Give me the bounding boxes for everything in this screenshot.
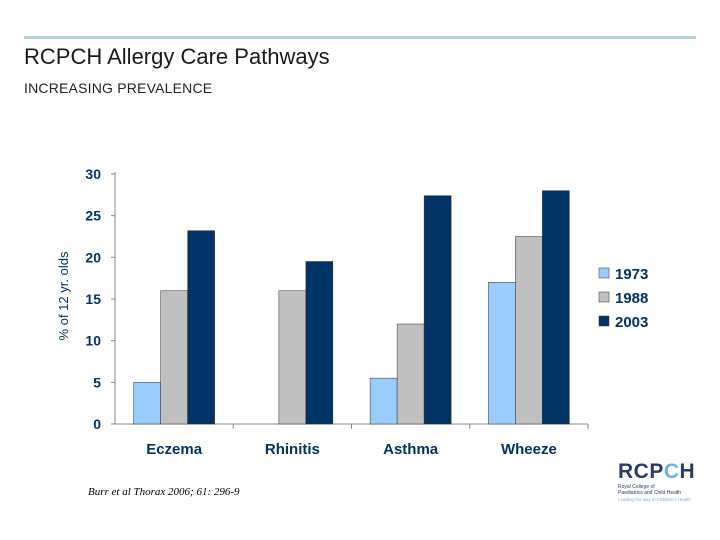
- bar-asthma-1988: [396, 323, 425, 425]
- legend-label-2003: 2003: [615, 314, 648, 331]
- logo-line2: Paediatrics and Child Health: [618, 490, 682, 496]
- y-tick-label: 25: [85, 208, 101, 224]
- citation: Burr et al Thorax 2006; 61: 296-9: [88, 486, 240, 498]
- legend-label-1988: 1988: [615, 290, 648, 307]
- bar-eczema-1973: [133, 382, 161, 425]
- bar-rhinitis-1988: [278, 290, 307, 425]
- logo-wordmark: RCPCH: [618, 460, 696, 483]
- bar-eczema-1988: [160, 290, 188, 425]
- x-tick-label: Asthma: [383, 441, 439, 458]
- legend-swatch-2003: [598, 315, 610, 327]
- bar-wheeze-1988: [515, 236, 543, 425]
- legend-label-1973: 1973: [615, 266, 648, 283]
- bar-eczema-2003: [187, 230, 215, 425]
- y-tick-label: 20: [85, 249, 101, 265]
- y-tick-label: 30: [85, 166, 101, 182]
- page-subtitle: INCREASING PREVALENCE: [24, 80, 213, 96]
- bar-wheeze-2003: [542, 190, 570, 425]
- bar-wheeze-1973: [488, 282, 516, 425]
- x-tick-label: Wheeze: [501, 441, 557, 458]
- y-tick-label: 0: [93, 416, 101, 432]
- bar-asthma-2003: [423, 195, 452, 425]
- rcpch-logo: RCPCH Royal College of Paediatrics and C…: [618, 460, 708, 502]
- legend-swatch-1973: [598, 267, 610, 279]
- header-rule: [24, 36, 696, 39]
- y-tick-label: 5: [93, 374, 101, 390]
- y-axis-label: % of 12 yr. olds: [56, 251, 71, 340]
- y-tick-label: 10: [85, 333, 101, 349]
- legend-swatch-1988: [598, 291, 610, 303]
- logo-tagline: Leading the way in Children's Health: [618, 497, 691, 502]
- page-title: RCPCH Allergy Care Pathways: [24, 44, 330, 69]
- x-tick-label: Eczema: [146, 441, 203, 458]
- x-tick-label: Rhinitis: [265, 441, 320, 458]
- bar-asthma-1973: [369, 377, 398, 425]
- logo-line1: Royal College of: [618, 484, 655, 490]
- y-tick-label: 15: [85, 291, 101, 307]
- bar-rhinitis-2003: [305, 261, 334, 425]
